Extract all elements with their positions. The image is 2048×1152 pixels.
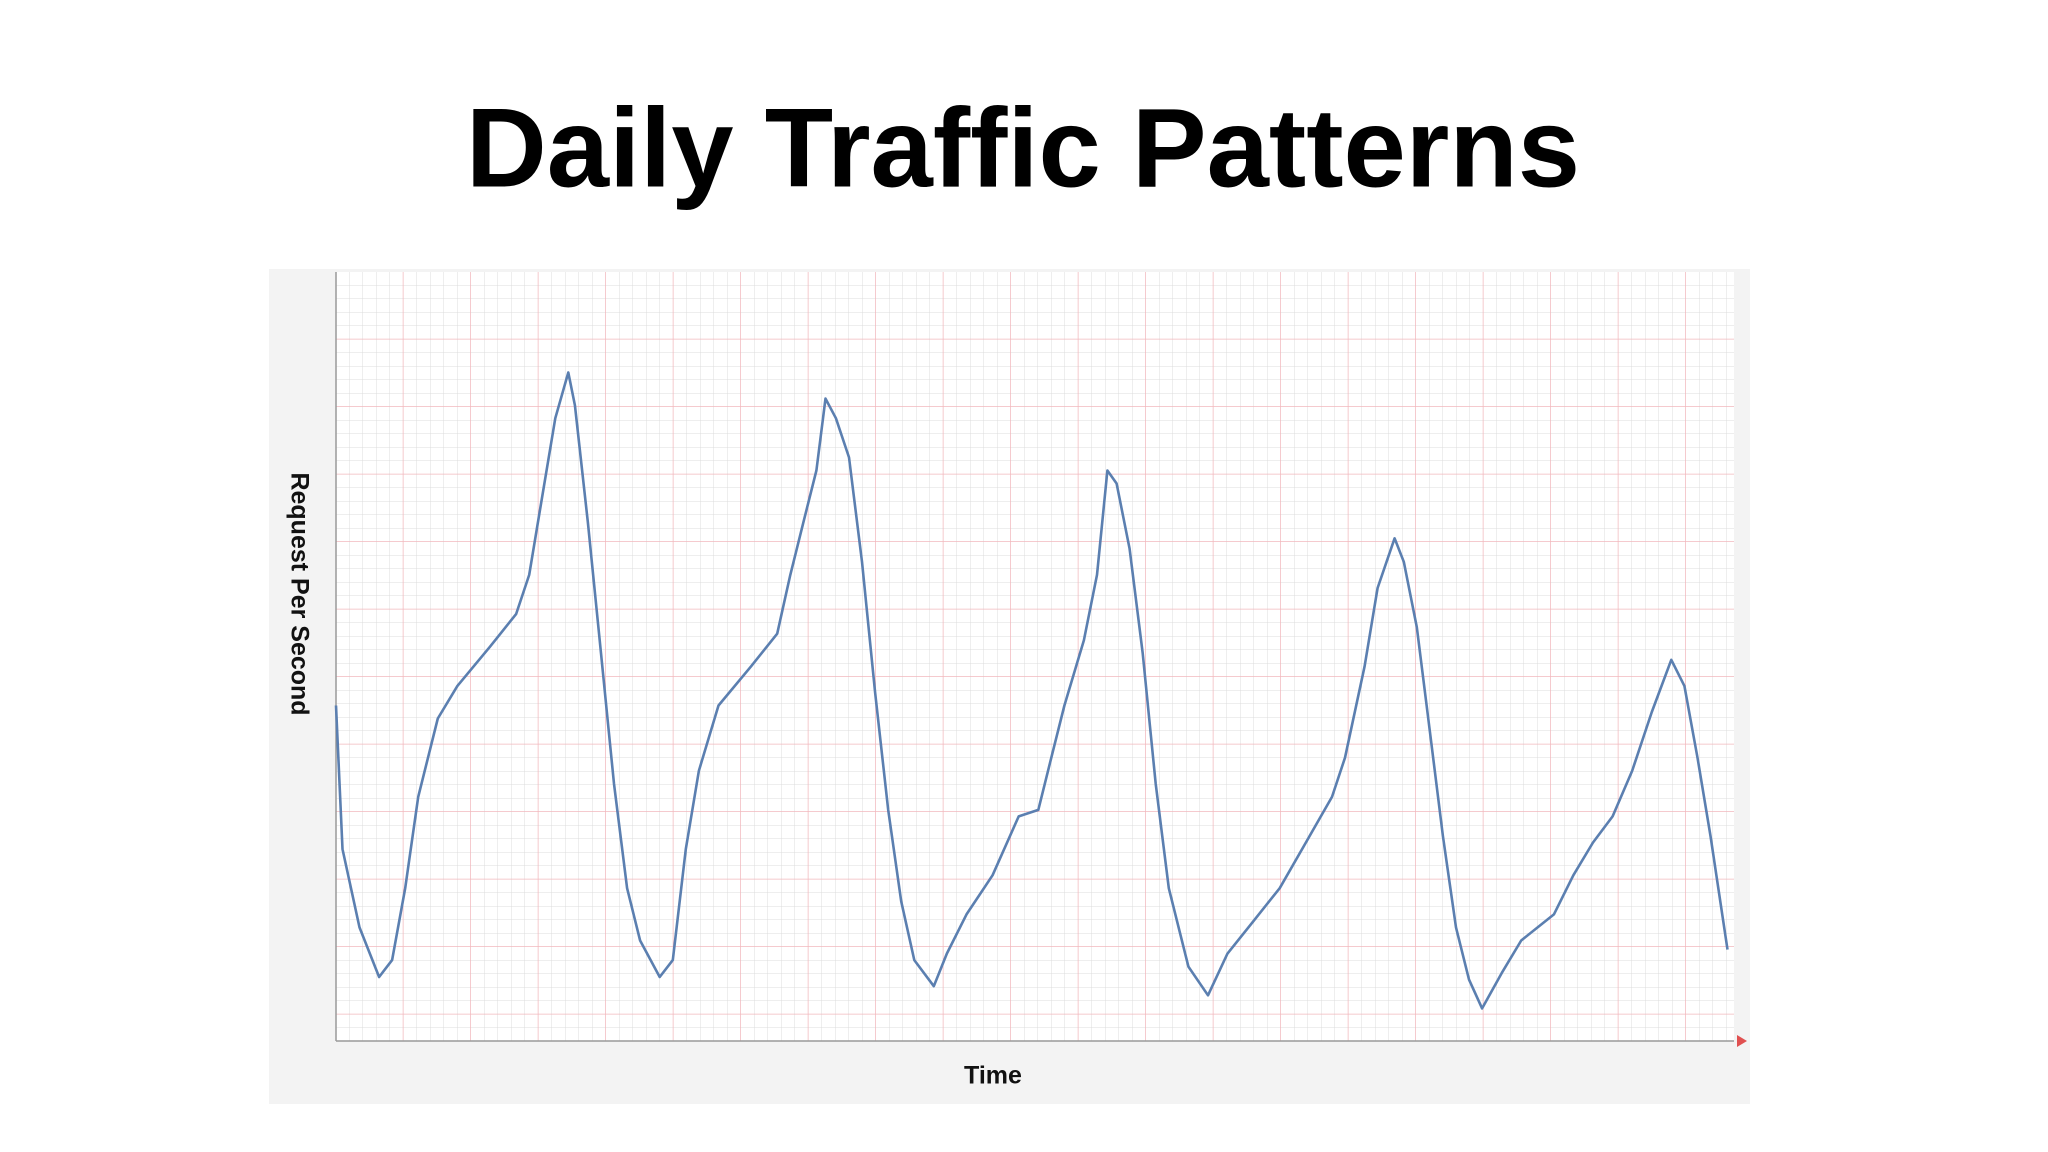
major-grid bbox=[336, 272, 1734, 1041]
slide-title: Daily Traffic Patterns bbox=[466, 86, 1580, 211]
axis-arrow bbox=[1737, 1035, 1747, 1047]
series-group bbox=[334, 371, 1729, 1010]
x-axis-label: Time bbox=[964, 1062, 1022, 1090]
y-axis-label: Request Per Second bbox=[285, 472, 313, 715]
series-line bbox=[334, 371, 1729, 1010]
